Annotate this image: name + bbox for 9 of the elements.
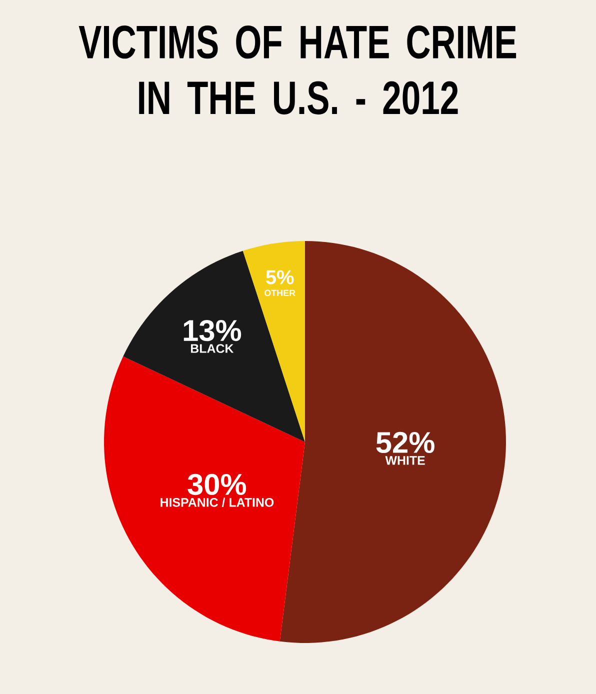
data-label: 52% bbox=[376, 432, 434, 454]
slice-label: OTHER bbox=[264, 290, 296, 296]
data-label: 5% bbox=[266, 270, 294, 284]
slice-label: WHITE bbox=[385, 456, 425, 465]
slice-label: HISPANIC / LATINO bbox=[160, 498, 274, 507]
slice-label: BLACK bbox=[190, 344, 234, 353]
data-label: 30% bbox=[188, 474, 246, 496]
data-label: 13% bbox=[184, 320, 242, 342]
chart-title: VICTIMS OF HATE CRIME IN THE U.S. - 2012 bbox=[78, 26, 516, 114]
